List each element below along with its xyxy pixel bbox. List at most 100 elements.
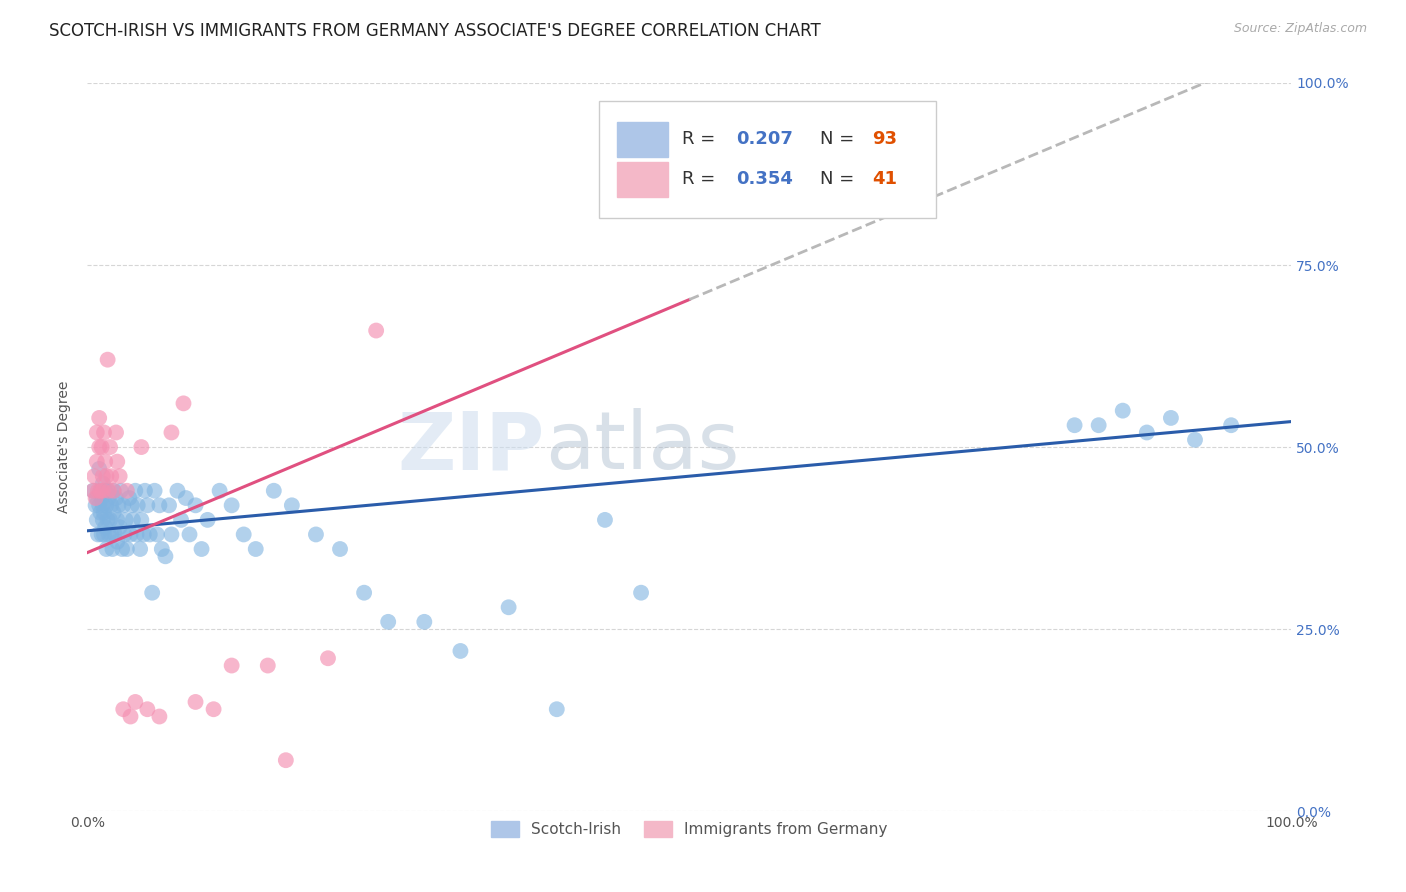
- Point: [139, 527, 162, 541]
- Point: [97, 491, 120, 505]
- Legend: Scotch-Irish, Immigrants from Germany: Scotch-Irish, Immigrants from Germany: [485, 815, 893, 844]
- Point: [98, 440, 121, 454]
- Point: [86, 513, 108, 527]
- Point: [174, 491, 197, 505]
- Point: [91, 469, 114, 483]
- Point: [97, 527, 120, 541]
- Text: N =: N =: [821, 170, 860, 188]
- Point: [93, 527, 115, 541]
- Point: [1063, 418, 1085, 433]
- Point: [1184, 433, 1206, 447]
- Point: [115, 541, 138, 556]
- Point: [184, 499, 207, 513]
- Point: [132, 527, 155, 541]
- Point: [129, 541, 152, 556]
- Point: [82, 483, 104, 498]
- Point: [105, 513, 128, 527]
- Point: [100, 499, 122, 513]
- Point: [1136, 425, 1159, 440]
- Point: [124, 483, 146, 498]
- Point: [449, 644, 471, 658]
- Point: [202, 702, 225, 716]
- Point: [93, 425, 115, 440]
- Point: [143, 483, 166, 498]
- Point: [413, 615, 436, 629]
- Y-axis label: Associate's Degree: Associate's Degree: [58, 381, 72, 513]
- Point: [316, 651, 339, 665]
- Point: [87, 527, 110, 541]
- Point: [281, 499, 304, 513]
- FancyBboxPatch shape: [599, 101, 936, 218]
- Point: [94, 455, 117, 469]
- Point: [93, 506, 115, 520]
- Point: [593, 513, 616, 527]
- Point: [630, 585, 652, 599]
- Point: [96, 469, 118, 483]
- Point: [89, 462, 111, 476]
- Point: [121, 499, 143, 513]
- Point: [353, 585, 375, 599]
- Point: [97, 483, 120, 498]
- Point: [103, 506, 125, 520]
- Point: [108, 469, 131, 483]
- Point: [84, 491, 107, 505]
- FancyBboxPatch shape: [617, 161, 668, 197]
- Point: [89, 506, 111, 520]
- Point: [84, 499, 107, 513]
- Point: [131, 440, 153, 454]
- Point: [94, 483, 117, 498]
- Point: [131, 513, 153, 527]
- Point: [104, 527, 127, 541]
- Point: [160, 527, 183, 541]
- Point: [91, 476, 114, 491]
- Text: R =: R =: [682, 130, 721, 148]
- Point: [184, 695, 207, 709]
- Point: [105, 425, 128, 440]
- Point: [89, 483, 111, 498]
- Point: [101, 541, 124, 556]
- Point: [256, 658, 278, 673]
- Point: [98, 513, 121, 527]
- Point: [97, 352, 120, 367]
- Point: [83, 469, 105, 483]
- Point: [120, 527, 142, 541]
- Text: ZIP: ZIP: [398, 408, 544, 486]
- Point: [179, 527, 201, 541]
- Point: [111, 541, 134, 556]
- Point: [108, 520, 131, 534]
- Point: [97, 513, 120, 527]
- Point: [136, 499, 159, 513]
- Point: [305, 527, 328, 541]
- Point: [86, 491, 108, 505]
- Point: [90, 440, 112, 454]
- Text: 41: 41: [872, 170, 897, 188]
- Point: [91, 499, 114, 513]
- Point: [114, 527, 136, 541]
- Point: [377, 615, 399, 629]
- Point: [148, 499, 170, 513]
- Point: [120, 709, 142, 723]
- Point: [114, 513, 136, 527]
- Point: [118, 491, 141, 505]
- Point: [107, 499, 129, 513]
- Point: [86, 455, 108, 469]
- FancyBboxPatch shape: [617, 121, 668, 157]
- Point: [105, 491, 128, 505]
- Text: SCOTCH-IRISH VS IMMIGRANTS FROM GERMANY ASSOCIATE'S DEGREE CORRELATION CHART: SCOTCH-IRISH VS IMMIGRANTS FROM GERMANY …: [49, 22, 821, 40]
- Text: 0.354: 0.354: [737, 170, 793, 188]
- Point: [141, 585, 163, 599]
- Point: [82, 483, 104, 498]
- Text: atlas: atlas: [544, 408, 740, 486]
- Point: [122, 513, 145, 527]
- Point: [96, 499, 118, 513]
- Point: [160, 425, 183, 440]
- Point: [148, 709, 170, 723]
- Point: [173, 396, 195, 410]
- Point: [714, 149, 737, 163]
- Point: [91, 483, 114, 498]
- Point: [100, 469, 122, 483]
- Point: [96, 541, 118, 556]
- Point: [157, 499, 180, 513]
- Point: [221, 499, 243, 513]
- Point: [87, 483, 110, 498]
